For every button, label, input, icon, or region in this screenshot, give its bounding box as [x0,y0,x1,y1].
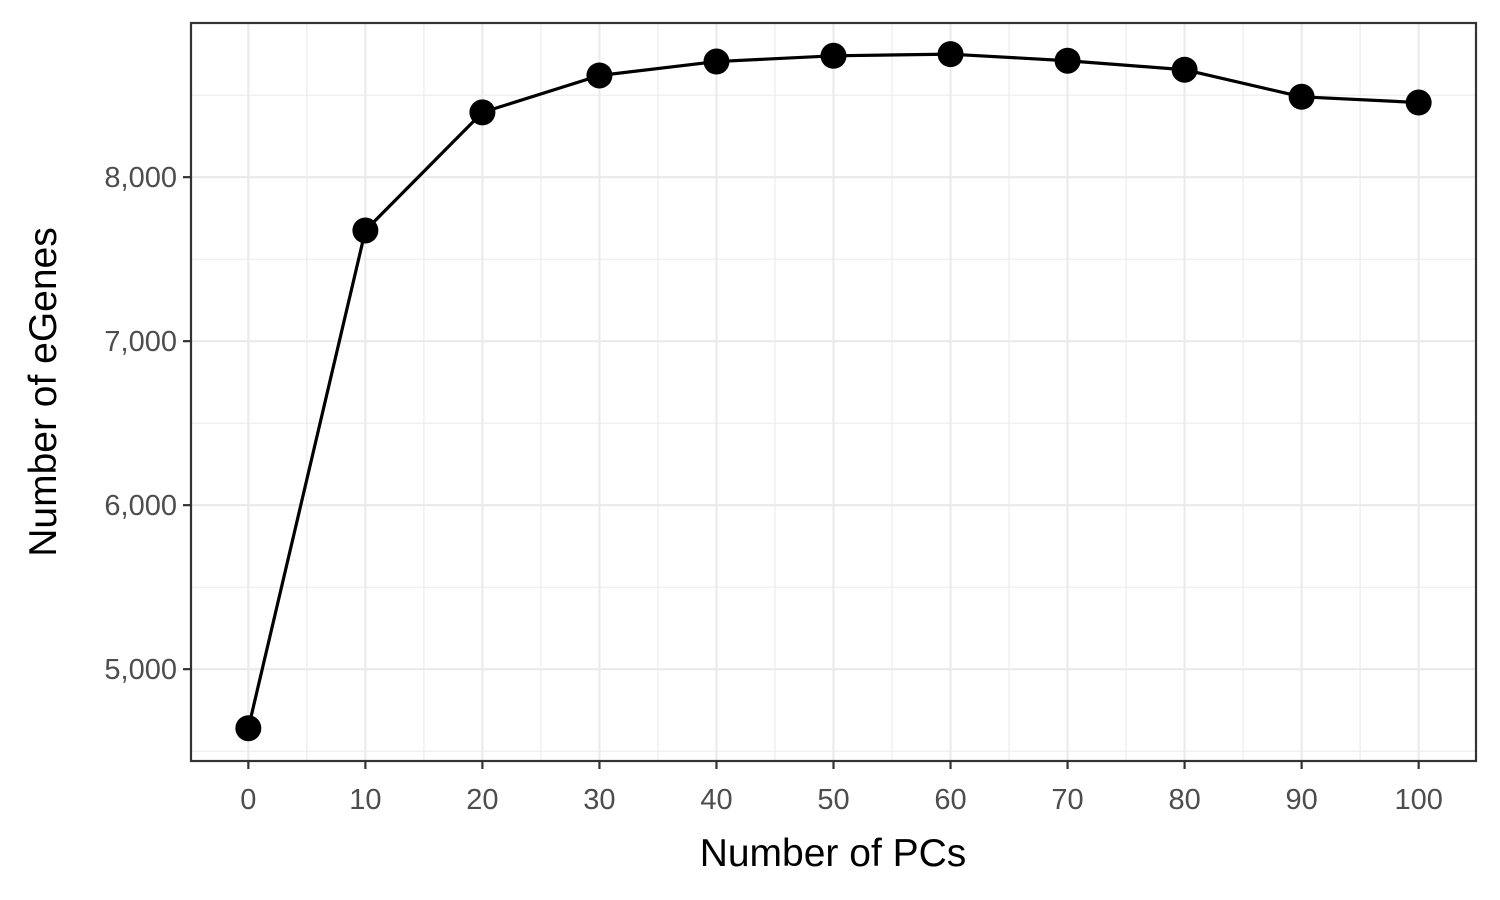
data-point [1288,83,1315,110]
x-tick-label: 80 [1168,784,1200,816]
y-axis-ticks: 5,000 6,000 7,000 8,000 [104,162,191,686]
y-axis-title: Number of eGenes [22,227,65,557]
y-tick-label: 6,000 [104,490,177,522]
data-point [1405,89,1432,116]
data-point [352,217,379,244]
x-axis-title: Number of PCs [700,832,967,875]
data-point [703,48,730,75]
x-tick-label: 20 [466,784,498,816]
x-tick-label: 40 [700,784,732,816]
x-tick-label: 50 [817,784,849,816]
x-tick-label: 60 [934,784,966,816]
major-gridlines [191,23,1476,761]
data-point [937,41,964,68]
data-point [1171,56,1198,83]
x-tick-label: 100 [1394,784,1442,816]
data-point [469,99,496,126]
data-points-group [235,41,1432,742]
data-point [1054,47,1081,74]
x-axis-ticks: 0 10 20 30 40 50 60 70 80 90 100 [240,761,1443,816]
y-tick-label: 5,000 [104,654,177,686]
data-point [820,42,847,69]
x-tick-label: 90 [1285,784,1317,816]
y-tick-label: 7,000 [104,326,177,358]
x-tick-label: 10 [349,784,381,816]
x-tick-label: 70 [1051,784,1083,816]
x-tick-label: 30 [583,784,615,816]
y-tick-label: 8,000 [104,162,177,194]
x-tick-label: 0 [240,784,256,816]
data-point [586,62,613,89]
data-point [235,715,262,742]
